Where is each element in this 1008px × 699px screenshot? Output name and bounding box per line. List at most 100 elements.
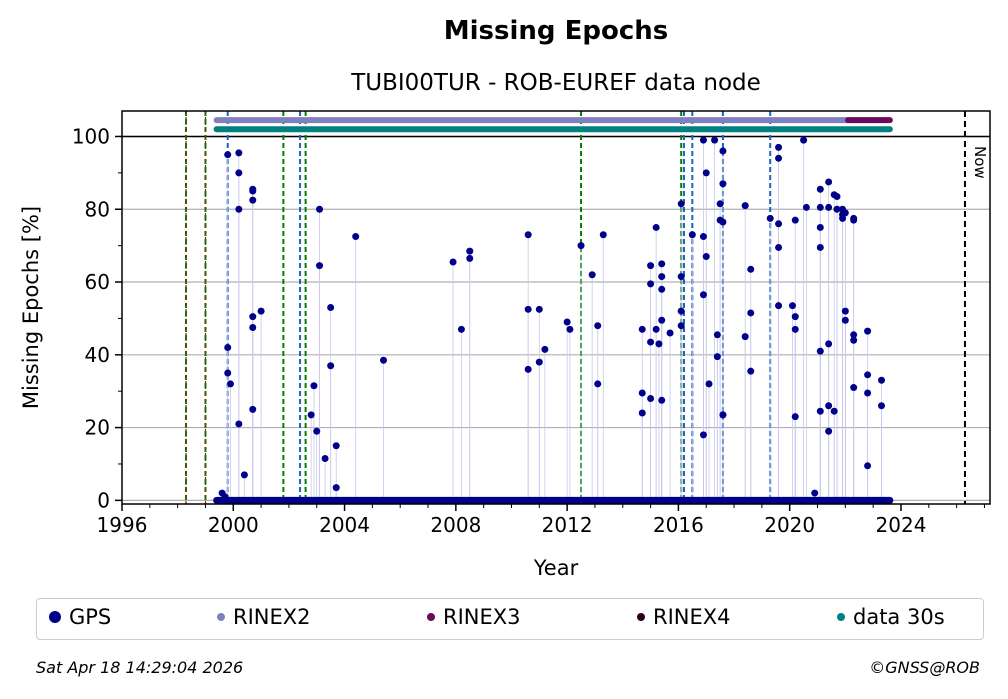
legend-item-gps: GPS <box>49 605 111 629</box>
gps-point-68 <box>699 136 707 144</box>
plot-frame <box>121 110 991 505</box>
gps-point-26 <box>332 442 340 450</box>
gps-point-14 <box>249 313 257 321</box>
gps-point-99 <box>791 325 799 333</box>
gps-point-90 <box>766 214 774 222</box>
gps-point-113 <box>825 402 833 410</box>
gps-point-41 <box>566 325 574 333</box>
gps-point-49 <box>638 409 646 417</box>
gps-point-67 <box>688 231 696 239</box>
gps-point-32 <box>466 254 474 262</box>
gps-point-116 <box>833 193 841 201</box>
gps-point-39 <box>541 345 549 353</box>
gps-point-9 <box>235 420 243 428</box>
gps-point-100 <box>791 413 799 421</box>
gps-point-129 <box>850 384 858 392</box>
gps-point-55 <box>652 325 660 333</box>
legend-item-data-30s: data 30s <box>837 605 945 629</box>
gps-point-122 <box>841 209 849 217</box>
gps-point-60 <box>658 285 666 293</box>
gps-point-123 <box>841 307 849 315</box>
gps-point-84 <box>719 411 727 419</box>
gps-point-69 <box>699 233 707 241</box>
gps-point-112 <box>825 340 833 348</box>
gps-point-124 <box>841 316 849 324</box>
gps-point-106 <box>816 223 824 231</box>
gps-point-30 <box>449 258 457 266</box>
gps-point-35 <box>524 305 532 313</box>
gps-point-107 <box>816 243 824 251</box>
gps-point-31 <box>457 325 465 333</box>
gps-point-81 <box>719 180 727 188</box>
x-tick-label-2008: 2008 <box>430 513 481 537</box>
legend: GPS RINEX2 RINEX3 RINEX4 data 30s <box>36 598 984 640</box>
legend-label: RINEX2 <box>233 605 311 629</box>
gps-point-56 <box>655 340 663 348</box>
gps-point-29 <box>380 356 388 364</box>
footer-date: Sat Apr 18 14:29:04 2026 <box>36 658 244 677</box>
gps-point-133 <box>864 462 872 470</box>
y-tick-label-60: 60 <box>85 270 110 294</box>
gps-point-118 <box>830 407 838 415</box>
gps-point-53 <box>647 394 655 402</box>
y-tick-label-0: 0 <box>97 488 110 512</box>
gps-point-134 <box>878 376 885 384</box>
gps-point-98 <box>791 313 799 321</box>
chart-title: Missing Epochs <box>443 16 669 46</box>
gps-point-82 <box>719 218 727 226</box>
gps-point-33 <box>466 247 474 255</box>
gps-point-72 <box>702 169 710 177</box>
gps-point-42 <box>577 242 585 250</box>
legend-item-rinex4: RINEX4 <box>637 605 731 629</box>
gps-point-3 <box>224 344 232 352</box>
gps-point-54 <box>652 223 660 231</box>
vertical-markers <box>184 111 966 504</box>
gps-point-59 <box>658 273 666 281</box>
legend-label: RINEX3 <box>443 605 521 629</box>
gps-point-37 <box>535 305 543 313</box>
x-tick-label-2004: 2004 <box>319 513 370 537</box>
gps-point-87 <box>747 265 755 273</box>
y-tick-label-20: 20 <box>85 416 110 440</box>
gps-point-12 <box>249 185 257 193</box>
gps-point-1 <box>221 493 229 501</box>
x-axis-label: Year <box>533 556 579 580</box>
gps-point-80 <box>719 147 727 155</box>
gps-point-66 <box>677 322 685 330</box>
gps-point-126 <box>850 216 858 224</box>
gps-point-43 <box>588 271 596 279</box>
gps-point-51 <box>647 280 655 288</box>
x-tick-label-2000: 2000 <box>208 513 259 537</box>
gps-point-5 <box>227 380 234 388</box>
gps-point-7 <box>235 169 243 177</box>
gps-point-23 <box>321 455 329 463</box>
gps-point-8 <box>235 205 243 213</box>
gps-point-77 <box>713 353 721 361</box>
gps-point-57 <box>658 396 666 404</box>
x-tick-label-2016: 2016 <box>653 513 704 537</box>
gps-point-17 <box>257 307 265 315</box>
gps-point-15 <box>249 324 257 332</box>
x-tick-label-2024: 2024 <box>876 513 927 537</box>
gps-point-109 <box>816 407 824 415</box>
gps-point-64 <box>677 273 685 281</box>
gps-point-18 <box>310 382 318 390</box>
gps-point-101 <box>800 136 808 144</box>
gps-point-135 <box>878 402 885 410</box>
gps-point-36 <box>524 365 532 373</box>
gps-point-70 <box>699 431 707 439</box>
gps-point-4 <box>224 369 232 377</box>
gps-point-44 <box>594 322 602 330</box>
legend-item-rinex2: RINEX2 <box>217 605 311 629</box>
gps-point-47 <box>638 325 646 333</box>
gps-point-75 <box>711 136 719 144</box>
gps-point-71 <box>699 291 707 299</box>
gps-point-50 <box>647 262 655 270</box>
gps-point-58 <box>658 260 666 268</box>
chart-subtitle: TUBI00TUR - ROB-EUREF data node <box>351 70 761 96</box>
gps-point-52 <box>647 338 655 346</box>
now-label: Now <box>971 146 989 179</box>
gps-point-62 <box>666 329 674 337</box>
gps-point-108 <box>816 347 824 355</box>
